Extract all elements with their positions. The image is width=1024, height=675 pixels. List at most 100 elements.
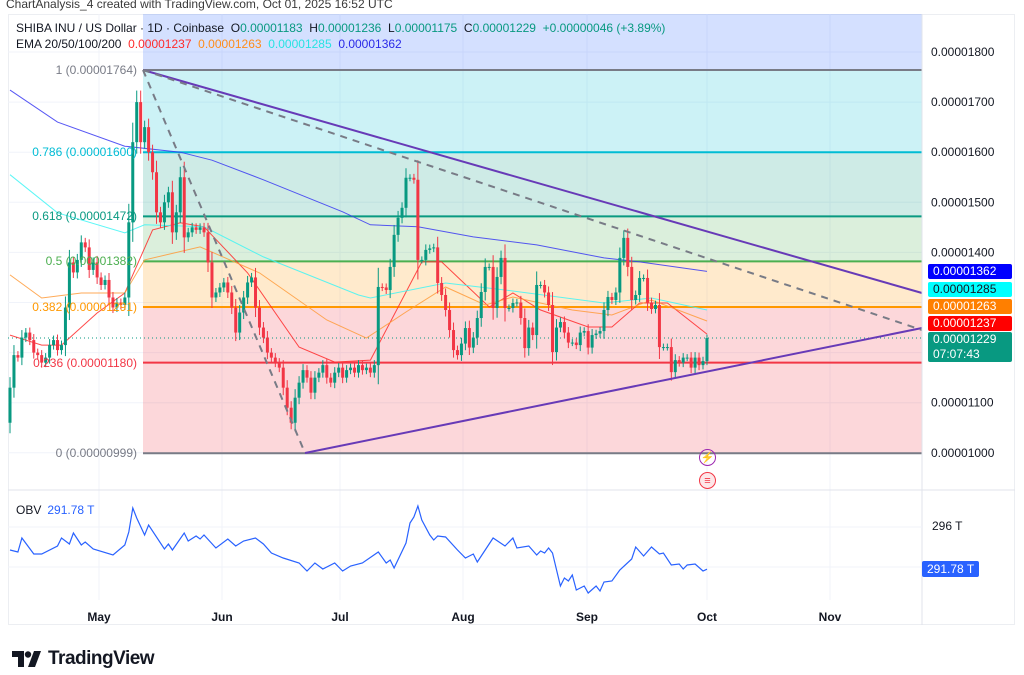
candle-body — [424, 249, 428, 260]
obv-title[interactable]: OBV — [16, 503, 42, 517]
candle-body — [614, 292, 618, 300]
candle — [321, 360, 325, 378]
candle-body — [238, 312, 242, 333]
candle-body — [479, 291, 483, 319]
triangle-lower-trendline[interactable] — [304, 327, 923, 454]
lightning-event-icon[interactable]: ⚡ — [699, 449, 716, 466]
candle — [59, 340, 63, 355]
candle-body — [83, 242, 87, 248]
candle — [376, 267, 380, 385]
candle — [317, 368, 321, 383]
candle-body — [103, 279, 107, 285]
candle-body — [388, 266, 392, 290]
candle-body — [32, 340, 36, 353]
candle — [467, 320, 471, 356]
symbol-legend: SHIBA INU / US Dollar · 1D · Coinbase O 0… — [16, 21, 665, 35]
candle — [87, 239, 91, 278]
candle-body — [598, 331, 602, 334]
candle-body — [408, 177, 412, 179]
candle-body — [491, 266, 495, 309]
candle — [16, 351, 20, 362]
candle — [424, 244, 428, 266]
candle — [523, 308, 527, 358]
candle-body — [412, 177, 416, 180]
time-axis-label: May — [87, 610, 111, 624]
candle — [396, 210, 400, 242]
candle — [448, 302, 452, 338]
candle-body — [79, 242, 83, 260]
candle-body — [467, 328, 471, 348]
candle — [250, 272, 254, 287]
candle-body — [511, 303, 515, 309]
candle — [174, 204, 178, 240]
candle — [186, 227, 190, 242]
candle — [610, 292, 614, 305]
candle-body — [162, 202, 166, 223]
candle-body — [689, 357, 693, 368]
candle — [158, 206, 162, 228]
candle — [384, 283, 388, 294]
candle — [634, 290, 638, 305]
candle — [665, 343, 669, 351]
projection-dashed-line[interactable] — [142, 69, 923, 331]
price-axis-tick: 0.00001100 — [931, 396, 994, 410]
candle-body — [404, 177, 408, 208]
low-value: 0.00001175 — [394, 21, 458, 35]
candle — [503, 244, 507, 322]
time-axis-label: Jul — [331, 610, 349, 624]
candle-body — [194, 227, 198, 230]
candle — [661, 343, 665, 351]
tradingview-logo[interactable]: TradingView — [12, 648, 155, 670]
high-value: 0.00001236 — [317, 21, 382, 35]
candle — [79, 235, 83, 267]
ema-legend: EMA 20/50/100/200 0.00001237 0.00001263 … — [16, 37, 402, 51]
candle — [459, 337, 463, 361]
candle-body — [653, 305, 657, 310]
obv-last-value-label: 291.78 T — [922, 561, 980, 577]
chart-caption: ChartAnalysis_4 created with TradingView… — [6, 0, 393, 11]
us-flag-event-icon[interactable]: ≡ — [699, 472, 716, 489]
fib-zone — [143, 362, 922, 454]
candle — [697, 352, 701, 371]
candle-body — [356, 365, 360, 373]
candle — [380, 283, 384, 292]
candle-body — [420, 259, 424, 261]
candle-body — [475, 318, 479, 338]
obv-axis-tick: 296 T — [932, 519, 963, 533]
candle-body — [214, 292, 218, 298]
candle — [570, 339, 574, 347]
candle-body — [428, 248, 432, 250]
candle-body — [28, 332, 32, 341]
candle-body — [558, 322, 562, 328]
candle-body — [345, 370, 349, 378]
candle — [226, 276, 230, 298]
candle — [646, 269, 650, 311]
candle-body — [610, 296, 614, 300]
candle — [63, 296, 67, 357]
candle-body — [293, 397, 297, 423]
candle-body — [630, 266, 634, 300]
candle-body — [523, 318, 527, 349]
candle-body — [543, 284, 547, 293]
candle — [48, 339, 52, 364]
candle-body — [705, 338, 709, 362]
candle-body — [440, 282, 444, 295]
candle-body — [151, 152, 155, 173]
fib-trend-dashed-line[interactable] — [142, 69, 306, 454]
fib-zone — [143, 261, 922, 308]
triangle-upper-trendline[interactable] — [142, 69, 923, 294]
candle — [392, 224, 396, 277]
candle-body — [360, 365, 364, 371]
candle — [155, 160, 159, 224]
open-label: O — [230, 21, 241, 35]
ema-title[interactable]: EMA 20/50/100/200 — [16, 37, 122, 51]
obv-grid — [8, 526, 922, 568]
candle — [135, 90, 139, 154]
candle — [543, 279, 547, 298]
candle — [75, 253, 79, 279]
candle-body — [515, 302, 519, 304]
symbol-title[interactable]: SHIBA INU / US Dollar · 1D · Coinbase — [16, 21, 225, 35]
candle — [412, 173, 416, 184]
candle — [297, 376, 301, 405]
